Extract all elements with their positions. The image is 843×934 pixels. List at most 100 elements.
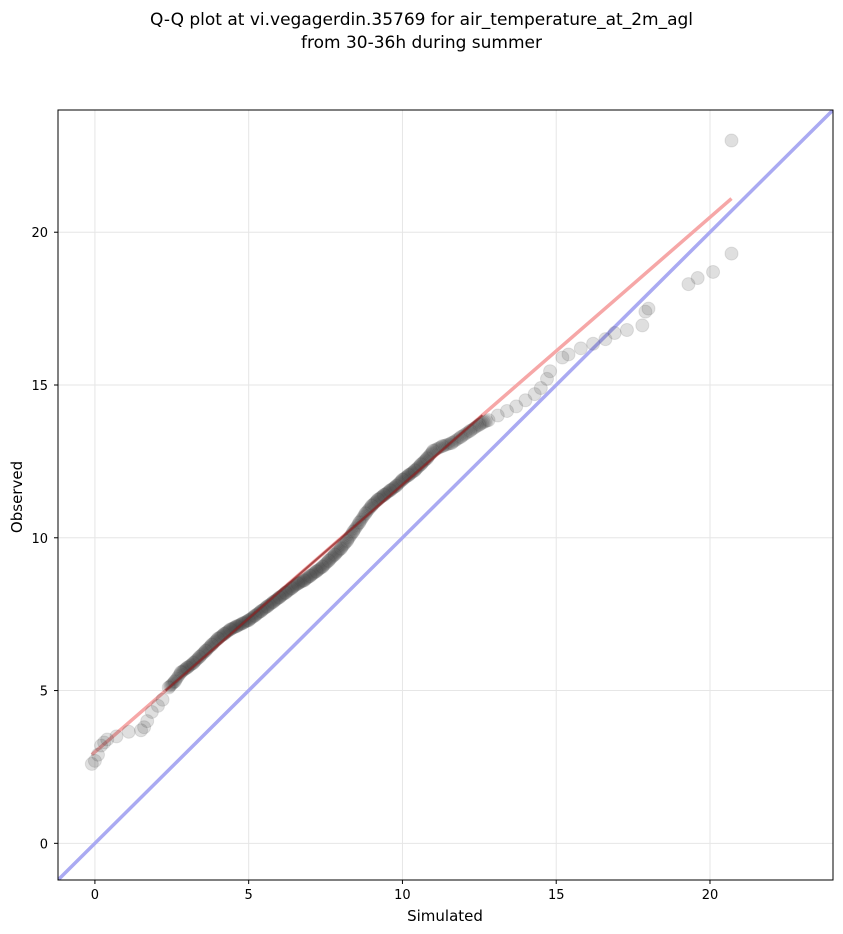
- data-point: [681, 277, 696, 292]
- y-tick-label: 0: [40, 837, 48, 852]
- data-point: [598, 332, 613, 347]
- data-point: [399, 470, 413, 484]
- data-point: [190, 652, 204, 666]
- data-point: [392, 476, 406, 490]
- data-point: [333, 542, 347, 556]
- data-point: [87, 753, 102, 768]
- data-point: [249, 608, 263, 622]
- data-point: [561, 347, 576, 362]
- data-point: [490, 408, 505, 423]
- data-point: [312, 562, 326, 576]
- data-point: [361, 504, 375, 518]
- data-point: [329, 547, 343, 561]
- data-point: [193, 649, 207, 663]
- data-point: [184, 658, 198, 672]
- data-point: [245, 611, 259, 625]
- data-point: [358, 506, 373, 521]
- data-point: [182, 659, 196, 673]
- data-point: [413, 457, 428, 472]
- data-point: [314, 561, 328, 575]
- data-point: [170, 671, 184, 685]
- data-point: [225, 621, 239, 635]
- data-point: [301, 571, 315, 584]
- data-point: [452, 431, 466, 445]
- data-point: [401, 468, 416, 483]
- data-point: [247, 608, 262, 623]
- data-point: [169, 673, 183, 687]
- data-point: [253, 604, 268, 619]
- data-point: [306, 567, 320, 581]
- data-point: [407, 463, 422, 478]
- data-point: [186, 656, 201, 671]
- data-point: [455, 429, 469, 443]
- data-point: [303, 568, 318, 583]
- data-point: [391, 477, 405, 491]
- x-tick-label: 0: [91, 888, 99, 903]
- data-point: [302, 570, 316, 584]
- data-point: [293, 576, 307, 590]
- data-point: [401, 469, 415, 483]
- data-point: [227, 620, 241, 634]
- data-point: [619, 323, 634, 337]
- y-tick-label: 5: [40, 685, 48, 700]
- data-point: [387, 480, 401, 494]
- data-point: [439, 438, 452, 452]
- data-point: [308, 565, 322, 579]
- data-point: [509, 399, 524, 414]
- data-point: [100, 732, 115, 747]
- data-point: [287, 580, 301, 594]
- data-point: [411, 461, 425, 474]
- data-point: [405, 466, 419, 480]
- data-point: [533, 381, 548, 396]
- x-tick-label: 10: [394, 888, 411, 903]
- grid: [58, 110, 833, 880]
- data-point: [155, 692, 170, 707]
- chart-title-line-1: Q-Q plot at vi.vegagerdin.35769 for air_…: [149, 10, 694, 30]
- identity-line: [58, 110, 833, 880]
- x-axis-ticks: 0 5 10 15 20: [91, 880, 718, 903]
- data-point: [327, 549, 341, 563]
- data-point: [333, 541, 348, 556]
- data-point: [331, 545, 345, 559]
- data-point: [448, 434, 462, 448]
- data-point: [241, 613, 256, 628]
- data-point: [347, 523, 361, 537]
- data-point: [724, 133, 739, 148]
- data-point: [412, 459, 426, 473]
- data-point: [244, 612, 258, 626]
- data-point: [109, 729, 124, 744]
- y-axis-label: Observed: [8, 461, 26, 533]
- data-point: [296, 574, 310, 588]
- data-point: [97, 735, 112, 750]
- data-point: [360, 505, 374, 519]
- data-point: [457, 428, 471, 442]
- data-point: [330, 546, 344, 560]
- data-point: [410, 462, 424, 476]
- data-point: [462, 425, 476, 439]
- data-point: [543, 364, 558, 379]
- data-point: [475, 416, 489, 430]
- data-point: [321, 555, 335, 569]
- data-point: [84, 756, 99, 771]
- data-point: [332, 544, 346, 558]
- data-point: [140, 714, 155, 729]
- data-point: [258, 601, 272, 615]
- data-point: [409, 463, 423, 477]
- data-point: [257, 602, 271, 616]
- data-point: [263, 597, 277, 611]
- data-point: [400, 470, 414, 484]
- data-point: [539, 371, 554, 386]
- data-point: [290, 576, 305, 591]
- data-point: [417, 454, 431, 468]
- data-point: [397, 471, 411, 485]
- data-point: [253, 605, 267, 619]
- data-point: [453, 429, 468, 444]
- data-point: [389, 478, 404, 493]
- y-tick-label: 20: [31, 226, 48, 241]
- data-point: [451, 432, 465, 446]
- data-point: [247, 609, 261, 623]
- data-point: [386, 481, 400, 495]
- data-point: [185, 657, 199, 671]
- data-point: [338, 536, 352, 550]
